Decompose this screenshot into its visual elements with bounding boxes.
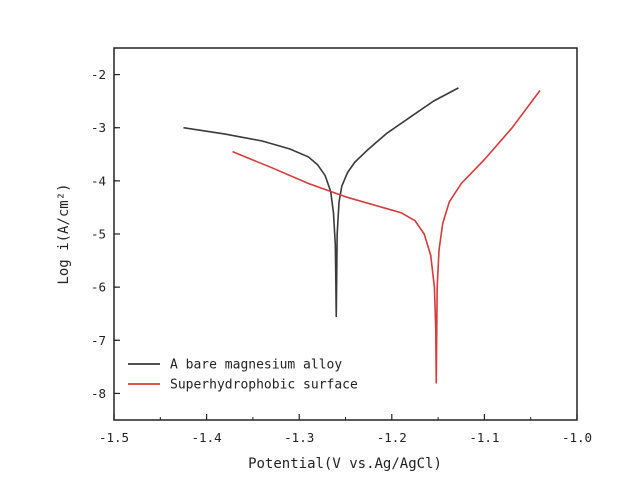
x-tick-label: -1.2 — [377, 430, 407, 445]
legend: A bare magnesium alloy Superhydrophobic s… — [128, 358, 358, 393]
y-tick-label: -8 — [91, 386, 106, 401]
legend-label-1: A bare magnesium alloy — [170, 358, 342, 373]
y-axis-title: Log i(A/cm²) — [56, 183, 72, 284]
x-tick-label: -1.5 — [99, 430, 129, 445]
y-tick-label: -4 — [91, 173, 106, 188]
y-axis: -8 -7 -6 -5 -4 -3 -2 — [91, 67, 120, 401]
y-tick-label: -2 — [91, 67, 106, 82]
x-axis-title: Potential(V vs.Ag/AgCl) — [248, 456, 442, 472]
series-layer — [183, 87, 541, 384]
x-axis: -1.5 -1.4 -1.3 -1.2 -1.1 -1.0 — [99, 414, 592, 445]
x-tick-label: -1.1 — [469, 430, 499, 445]
legend-label-2: Superhydrophobic surface — [170, 378, 358, 393]
x-tick-label: -1.4 — [192, 430, 222, 445]
y-tick-label: -3 — [91, 120, 106, 135]
y-tick-label: -7 — [91, 333, 106, 348]
x-tick-label: -1.3 — [284, 430, 314, 445]
y-tick-label: -5 — [91, 227, 106, 242]
x-tick-label: -1.0 — [562, 430, 592, 445]
y-tick-label: -6 — [91, 280, 106, 295]
series-line-1 — [183, 87, 459, 318]
series-line-2 — [232, 90, 541, 384]
